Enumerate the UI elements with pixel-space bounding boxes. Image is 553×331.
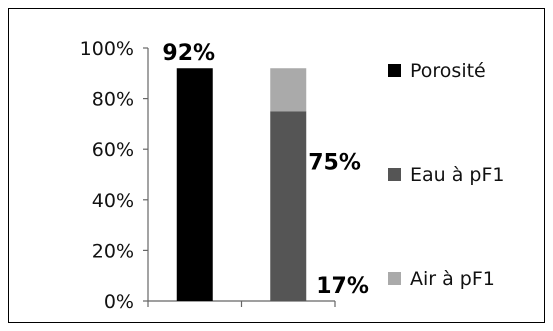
data-label-75pct: 75% bbox=[308, 150, 361, 175]
legend-label: Air à pF1 bbox=[410, 268, 495, 290]
y-tick-label: 40% bbox=[92, 190, 134, 212]
y-tick-label: 80% bbox=[92, 89, 134, 111]
legend-label: Porosité bbox=[410, 60, 486, 82]
legend-swatch bbox=[388, 168, 401, 181]
legend-swatch bbox=[388, 64, 401, 77]
y-tick-label: 60% bbox=[92, 139, 134, 161]
bar-air-pf1-1 bbox=[270, 68, 307, 112]
y-tick-label: 0% bbox=[104, 291, 134, 313]
data-label-17pct: 17% bbox=[316, 274, 369, 299]
legend-label: Eau à pF1 bbox=[410, 164, 505, 186]
bar-porosit--0 bbox=[176, 68, 213, 302]
data-label-92pct: 92% bbox=[162, 41, 215, 66]
y-tick-label: 100% bbox=[80, 38, 134, 60]
legend-swatch bbox=[388, 272, 401, 285]
bar-eau-pf1-1 bbox=[270, 111, 307, 301]
y-tick-label: 20% bbox=[92, 240, 134, 262]
